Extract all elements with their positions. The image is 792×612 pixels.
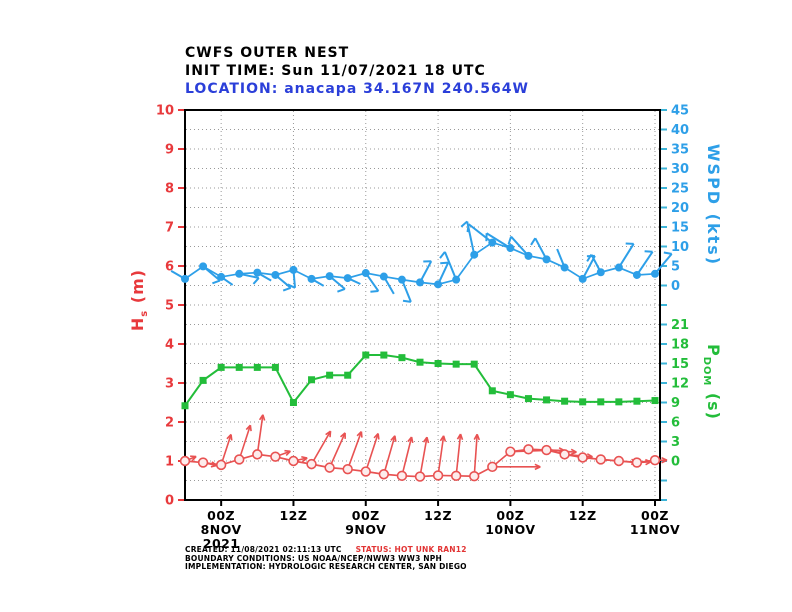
init-time: INIT TIME: Sun 11/07/2021 18 UTC xyxy=(185,63,486,79)
svg-text:7: 7 xyxy=(165,221,174,236)
svg-text:2: 2 xyxy=(165,416,174,431)
svg-text:11NOV: 11NOV xyxy=(630,522,680,537)
svg-text:6: 6 xyxy=(165,260,174,275)
location: LOCATION: anacapa 34.167N 240.564W xyxy=(185,81,529,97)
svg-text:45: 45 xyxy=(671,104,689,119)
svg-text:00Z: 00Z xyxy=(641,508,669,523)
svg-text:8: 8 xyxy=(165,182,174,197)
svg-text:30: 30 xyxy=(671,162,689,177)
footer-block: CREATED: 11/08/2021 02:11:13 UTC STATUS: … xyxy=(185,545,467,572)
svg-text:9: 9 xyxy=(671,396,680,411)
svg-text:9: 9 xyxy=(165,143,174,158)
created-text: CREATED: 11/08/2021 02:11:13 UTC xyxy=(185,545,342,554)
svg-text:12: 12 xyxy=(671,377,689,392)
svg-text:12Z: 12Z xyxy=(424,508,452,523)
svg-text:0: 0 xyxy=(671,279,680,294)
svg-text:0: 0 xyxy=(671,455,680,470)
svg-text:00Z: 00Z xyxy=(496,508,524,523)
svg-text:10: 10 xyxy=(671,240,689,255)
svg-text:4: 4 xyxy=(165,338,174,353)
plot-title: CWFS OUTER NEST xyxy=(185,45,350,61)
svg-text:1: 1 xyxy=(165,455,174,470)
svg-text:3: 3 xyxy=(671,435,680,450)
svg-text:5: 5 xyxy=(165,299,174,314)
svg-text:18: 18 xyxy=(671,338,689,353)
svg-text:35: 35 xyxy=(671,143,689,158)
svg-text:12Z: 12Z xyxy=(279,508,307,523)
svg-text:21: 21 xyxy=(671,318,689,333)
status-text: STATUS: HOT UNK RAN12 xyxy=(355,545,467,554)
svg-text:15: 15 xyxy=(671,357,689,372)
footer-boundary: BOUNDARY CONDITIONS: US NOAA/NCEP/NWW3 W… xyxy=(185,553,442,563)
svg-text:10NOV: 10NOV xyxy=(485,522,535,537)
footer-implementation: IMPLEMENTATION: HYDROLOGIC RESEARCH CENT… xyxy=(185,562,467,572)
svg-text:0: 0 xyxy=(165,494,174,509)
svg-text:15: 15 xyxy=(671,221,689,236)
svg-text:20: 20 xyxy=(671,201,689,216)
svg-text:10: 10 xyxy=(156,104,174,119)
svg-text:12Z: 12Z xyxy=(569,508,597,523)
svg-text:00Z: 00Z xyxy=(352,508,380,523)
svg-text:9NOV: 9NOV xyxy=(345,522,386,537)
svg-text:2021: 2021 xyxy=(203,536,240,551)
svg-text:3: 3 xyxy=(165,377,174,392)
svg-text:25: 25 xyxy=(671,182,689,197)
svg-text:8NOV: 8NOV xyxy=(201,522,242,537)
svg-text:00Z: 00Z xyxy=(207,508,235,523)
footer-created-status: CREATED: 11/08/2021 02:11:13 UTC STATUS: … xyxy=(185,545,467,555)
svg-text:6: 6 xyxy=(671,416,680,431)
svg-text:5: 5 xyxy=(671,260,680,275)
svg-text:40: 40 xyxy=(671,123,689,138)
title-block: CWFS OUTER NEST INIT TIME: Sun 11/07/202… xyxy=(185,44,529,98)
